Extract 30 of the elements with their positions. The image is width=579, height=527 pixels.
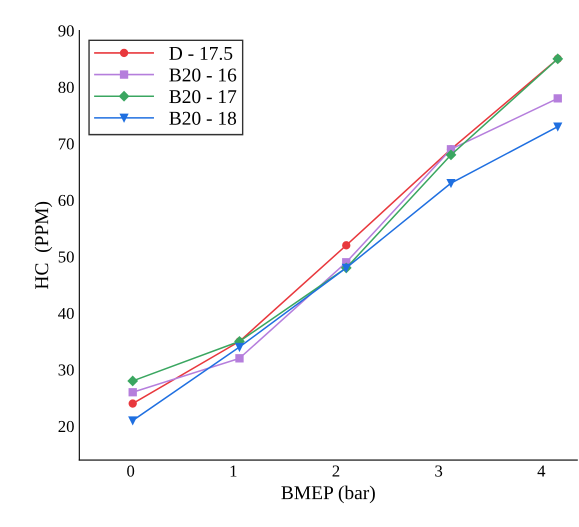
point [554,122,562,131]
point [235,342,244,352]
point [128,399,137,408]
y-tick-label: 30 [58,364,74,376]
point [554,94,562,103]
y-tick-label: 60 [58,194,74,206]
point [128,376,138,386]
y-tick-label: 90 [58,25,74,37]
legend-label: B20 - 17 [169,90,236,104]
y-tick-label: 40 [58,308,74,320]
point [235,354,244,363]
point [446,150,456,160]
legend-label: B20 - 18 [169,112,236,125]
x-tick-label: 3 [435,465,442,477]
y-tick-label: 50 [58,251,74,263]
y-axis-title: HC (PPM) [34,202,52,290]
point [128,416,137,425]
x-tick-label: 1 [230,465,236,476]
y-tick-label: 20 [58,420,74,432]
y-tick-label: 70 [58,138,74,150]
x-tick-label: 4 [537,466,546,476]
y-tick-label: 80 [58,82,74,94]
legend-label: B20 - 16 [169,68,236,82]
point [342,241,350,250]
point [446,178,456,188]
x-tick-label: 0 [127,465,134,477]
x-tick-label: 2 [332,465,340,476]
point [128,388,137,396]
x-axis-title: BMEP (bar) [281,486,375,504]
legend-label: D - 17.5 [169,46,232,60]
